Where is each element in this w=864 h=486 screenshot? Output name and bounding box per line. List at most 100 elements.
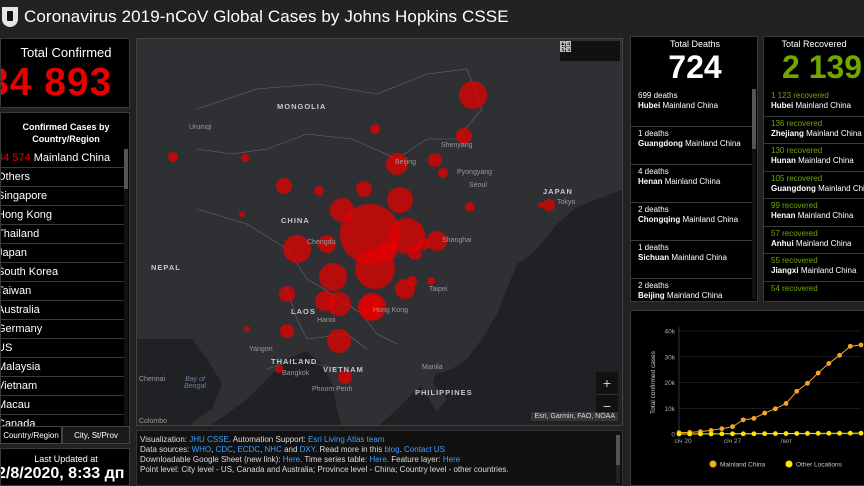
country-list-item[interactable]: Malaysia: [1, 358, 125, 377]
blog-link[interactable]: blog: [384, 445, 400, 454]
case-bubble[interactable]: [407, 276, 417, 286]
country-list-scrollbar[interactable]: [124, 149, 128, 427]
recovered-list-item[interactable]: 1 123 recovered Hubei Mainland China: [764, 89, 864, 117]
deaths-list-item[interactable]: 699 deaths Hubei Mainland China: [631, 89, 753, 127]
country-list-item[interactable]: US: [1, 339, 125, 358]
country-list-panel: Confirmed Cases by Country/Region 34 574…: [0, 112, 130, 430]
case-bubble[interactable]: [327, 292, 351, 316]
recovered-list-item[interactable]: 136 recovered Zhejiang Mainland China: [764, 117, 864, 144]
case-bubble[interactable]: [408, 246, 422, 260]
country-list-item[interactable]: Others: [1, 168, 125, 187]
case-bubble[interactable]: [389, 218, 425, 254]
info-scrollbar[interactable]: [616, 435, 620, 483]
case-bubble[interactable]: [275, 365, 283, 373]
case-bubble[interactable]: [279, 286, 295, 302]
map-label-china: CHINA: [281, 216, 310, 225]
deaths-list-item[interactable]: 4 deaths Henan Mainland China: [631, 165, 753, 203]
case-bubble[interactable]: [465, 202, 475, 212]
recovered-list-item[interactable]: 130 recovered Hunan Mainland China: [764, 144, 864, 172]
case-bubble[interactable]: [418, 238, 430, 250]
who-link[interactable]: WHO: [191, 445, 212, 454]
chart-data-point: [826, 361, 832, 366]
time-series-link[interactable]: Here: [369, 455, 387, 464]
tab-country-region[interactable]: Country/Region: [0, 426, 62, 444]
case-bubble[interactable]: [387, 187, 413, 213]
case-bubble[interactable]: [438, 168, 448, 178]
esri-living-atlas-link[interactable]: Esri Living Atlas team: [307, 435, 385, 444]
deaths-list-item[interactable]: 2 deaths Chongqing Mainland China: [631, 203, 753, 241]
country-list-item[interactable]: Japan: [1, 244, 125, 263]
case-bubble[interactable]: [459, 81, 487, 109]
chart-data-point: [858, 430, 864, 436]
case-bubble[interactable]: [239, 211, 245, 217]
case-bubble[interactable]: [276, 178, 292, 194]
tab-city-state-province[interactable]: City, St/Prov: [62, 426, 130, 444]
case-bubble[interactable]: [283, 235, 311, 263]
case-bubble[interactable]: [244, 326, 250, 332]
country-name: Thailand: [1, 228, 40, 240]
map-canvas: [137, 39, 622, 425]
case-bubble[interactable]: [318, 235, 336, 253]
total-confirmed-panel: Total Confirmed 34 893: [0, 38, 130, 108]
country-case-count: 34 574: [1, 152, 31, 164]
contact-us-link[interactable]: Contact US: [404, 445, 445, 454]
country-list-item[interactable]: Hong Kong: [1, 206, 125, 225]
case-bubble[interactable]: [327, 329, 351, 353]
map-label-hanoi: Hanoi: [317, 317, 336, 324]
deaths-scrollbar[interactable]: [752, 89, 756, 299]
recovered-list-item[interactable]: 54 recovered: [764, 282, 864, 302]
country-list-item[interactable]: Macau: [1, 396, 125, 415]
deaths-list-item[interactable]: 1 deaths Guangdong Mainland China: [631, 127, 753, 165]
deaths-list-item[interactable]: 2 deaths Beijing Mainland China: [631, 279, 753, 301]
case-bubble[interactable]: [386, 153, 408, 175]
recovered-list-item[interactable]: 55 recovered Jiangxi Mainland China: [764, 254, 864, 282]
basemap-gallery-icon[interactable]: [560, 41, 620, 61]
case-bubble[interactable]: [338, 370, 352, 384]
country-list-item[interactable]: Singapore: [1, 187, 125, 206]
zoom-in-button[interactable]: +: [596, 372, 618, 395]
case-bubble[interactable]: [456, 128, 472, 144]
jhu-csse-link[interactable]: JHU CSSE: [189, 435, 229, 444]
country-list-item[interactable]: 34 574 Mainland China: [1, 149, 125, 168]
case-bubble[interactable]: [427, 231, 447, 251]
dxy-link[interactable]: DXY: [299, 445, 316, 454]
nhc-link[interactable]: NHC: [264, 445, 282, 454]
case-bubble[interactable]: [538, 202, 544, 208]
case-bubble[interactable]: [359, 295, 383, 319]
recovered-list-item[interactable]: 57 recovered Anhui Mainland China: [764, 227, 864, 254]
case-bubble[interactable]: [356, 181, 372, 197]
case-bubble[interactable]: [314, 186, 324, 196]
google-sheet-link[interactable]: Here: [282, 455, 301, 464]
case-bubble[interactable]: [241, 154, 249, 162]
map-view[interactable]: MONGOLIA CHINA NEPAL LAOS THAILAND VIETN…: [136, 38, 623, 426]
chart-data-point: [847, 430, 853, 436]
country-list-item[interactable]: Canada: [1, 415, 125, 427]
feature-layer-link[interactable]: Here: [442, 455, 461, 464]
case-bubble[interactable]: [428, 153, 442, 167]
info-text-segment: . Automation Support:: [228, 435, 308, 444]
cdc-link[interactable]: CDC: [215, 445, 233, 454]
case-bubble[interactable]: [319, 263, 347, 291]
info-text: Visualization: JHU CSSE. Automation Supp…: [140, 435, 610, 475]
country-list-item[interactable]: Germany: [1, 320, 125, 339]
recovered-list-item[interactable]: 99 recovered Henan Mainland China: [764, 199, 864, 227]
ecdc-link[interactable]: ECDC: [237, 445, 261, 454]
case-bubble[interactable]: [370, 124, 380, 134]
map-label-colombo: Colombo: [139, 418, 168, 425]
country-name: Germany: [1, 323, 43, 335]
case-bubble[interactable]: [377, 242, 397, 262]
case-bubble[interactable]: [543, 199, 555, 211]
country-list-item[interactable]: Thailand: [1, 225, 125, 244]
deaths-list-item[interactable]: 1 deaths Sichuan Mainland China: [631, 241, 753, 279]
country-list-item[interactable]: Vietnam: [1, 377, 125, 396]
list-icon[interactable]: [560, 41, 600, 61]
country-list-item[interactable]: Australia: [1, 301, 125, 320]
country-list-item[interactable]: Taiwan: [1, 282, 125, 301]
country-list-item[interactable]: South Korea: [1, 263, 125, 282]
case-bubble[interactable]: [168, 152, 178, 162]
recovered-place: Jiangxi: [771, 266, 799, 275]
jhu-shield-icon: [2, 7, 18, 27]
case-bubble[interactable]: [427, 277, 435, 285]
case-bubble[interactable]: [280, 324, 294, 338]
